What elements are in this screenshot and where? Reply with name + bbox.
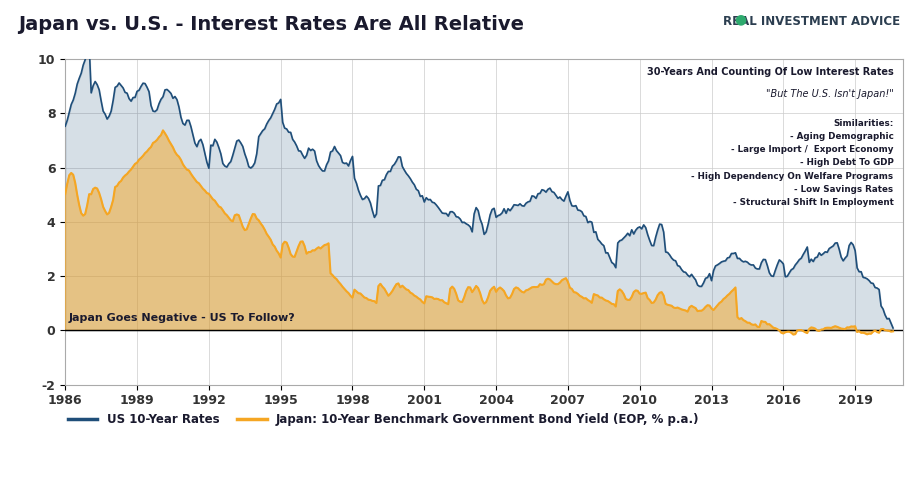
Text: Similarities:
- Aging Demographic
- Large Import /  Export Economy
- High Debt T: Similarities: - Aging Demographic - Larg… [691,119,893,207]
Text: ●: ● [734,12,746,26]
Legend: US 10-Year Rates, Japan: 10-Year Benchmark Government Bond Yield (EOP, % p.a.): US 10-Year Rates, Japan: 10-Year Benchma… [63,408,704,431]
Text: "But The U.S. Isn't Japan!": "But The U.S. Isn't Japan!" [766,89,893,99]
Text: Japan Goes Negative - US To Follow?: Japan Goes Negative - US To Follow? [69,313,296,323]
Text: REAL INVESTMENT ADVICE: REAL INVESTMENT ADVICE [722,15,900,28]
Text: Japan vs. U.S. - Interest Rates Are All Relative: Japan vs. U.S. - Interest Rates Are All … [18,15,524,34]
Text: 30-Years And Counting Of Low Interest Rates: 30-Years And Counting Of Low Interest Ra… [646,67,893,77]
